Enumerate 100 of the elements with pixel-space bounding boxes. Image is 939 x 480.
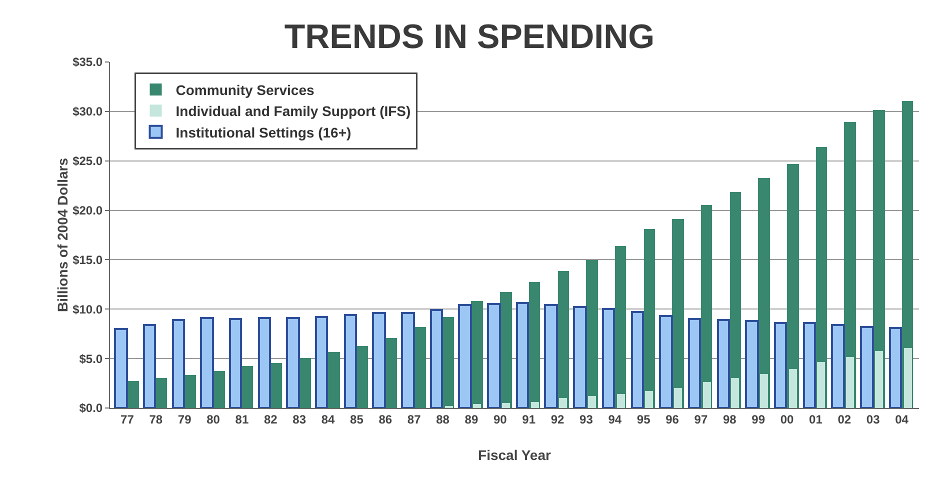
x-tick-label: 95 bbox=[636, 412, 651, 426]
y-tick-label: $25.0 bbox=[72, 154, 103, 168]
x-tick-label: 00 bbox=[780, 412, 794, 426]
bar bbox=[817, 362, 825, 408]
x-tick-label: 97 bbox=[694, 412, 708, 426]
bar bbox=[487, 303, 501, 408]
x-tick-label: 79 bbox=[178, 412, 192, 426]
bar bbox=[401, 312, 415, 408]
bar bbox=[344, 314, 357, 408]
x-tick-label: 86 bbox=[378, 412, 392, 426]
bar bbox=[385, 338, 397, 408]
y-tick-label: $15.0 bbox=[72, 252, 103, 267]
bar bbox=[645, 391, 653, 408]
x-tick-label: 03 bbox=[866, 412, 880, 426]
bar bbox=[731, 378, 739, 408]
bar bbox=[516, 302, 529, 408]
x-tick-label: 96 bbox=[666, 412, 680, 426]
x-tick-label: 83 bbox=[292, 412, 306, 426]
y-tick-label: $20.0 bbox=[72, 203, 103, 218]
bar bbox=[831, 324, 845, 408]
bar bbox=[573, 306, 587, 408]
x-tick-label: 84 bbox=[321, 412, 336, 426]
x-axis-title: Fiscal Year bbox=[478, 447, 552, 463]
bar bbox=[430, 309, 443, 408]
bar bbox=[860, 326, 874, 408]
x-tick-label: 02 bbox=[838, 412, 852, 426]
bar bbox=[156, 378, 167, 408]
bar bbox=[758, 178, 770, 408]
bar bbox=[672, 219, 684, 408]
bar bbox=[703, 382, 711, 408]
bar bbox=[127, 381, 139, 408]
bar bbox=[443, 317, 454, 408]
bar bbox=[473, 404, 481, 408]
bar bbox=[200, 317, 214, 408]
bar bbox=[357, 346, 368, 408]
x-tick-label: 88 bbox=[436, 412, 450, 426]
x-tick-label: 98 bbox=[722, 412, 737, 426]
y-tick-label: $35.0 bbox=[72, 55, 103, 70]
x-tick-label: 99 bbox=[752, 412, 766, 426]
x-tick-label: 94 bbox=[608, 412, 622, 426]
bar bbox=[889, 327, 902, 408]
chart-title: TRENDS IN SPENDING bbox=[284, 18, 655, 56]
bar bbox=[688, 318, 701, 408]
legend-label: Institutional Settings (16+) bbox=[176, 124, 352, 140]
bar bbox=[615, 246, 626, 408]
bar bbox=[328, 352, 340, 408]
bar bbox=[774, 322, 787, 408]
x-tick-label: 77 bbox=[120, 412, 134, 426]
bar bbox=[717, 319, 730, 408]
x-tick-label: 90 bbox=[493, 412, 508, 426]
bar bbox=[602, 308, 615, 408]
bar bbox=[414, 327, 426, 408]
bar bbox=[586, 260, 598, 408]
bar bbox=[617, 394, 625, 408]
x-tick-label: 91 bbox=[522, 412, 536, 426]
bar bbox=[258, 317, 271, 408]
bar bbox=[558, 271, 569, 408]
bar bbox=[745, 320, 759, 408]
bar bbox=[458, 304, 472, 408]
x-tick-label: 04 bbox=[895, 412, 909, 426]
bar bbox=[529, 282, 540, 408]
x-tick-label: 93 bbox=[580, 412, 594, 426]
y-tick-label: $5.0 bbox=[79, 352, 103, 366]
bar bbox=[502, 403, 510, 408]
bar bbox=[701, 205, 712, 408]
legend-label: Community Services bbox=[176, 82, 314, 98]
y-tick-label: $0.0 bbox=[79, 401, 103, 416]
y-tick-label: $10.0 bbox=[72, 302, 103, 316]
bar bbox=[904, 348, 912, 408]
bar bbox=[286, 317, 300, 408]
bar bbox=[875, 351, 883, 408]
bar bbox=[803, 322, 816, 408]
x-tick-label: 80 bbox=[206, 412, 220, 426]
bar bbox=[471, 301, 483, 408]
bar bbox=[372, 312, 386, 408]
x-tick-label: 85 bbox=[350, 412, 364, 426]
bar bbox=[185, 375, 196, 408]
bar bbox=[789, 369, 797, 408]
x-tick-label: 81 bbox=[235, 412, 249, 426]
bar bbox=[588, 396, 596, 408]
bar bbox=[114, 328, 128, 408]
bar bbox=[229, 318, 242, 408]
legend-label: Individual and Family Support (IFS) bbox=[176, 103, 411, 120]
x-tick-label: 92 bbox=[550, 412, 565, 426]
bar bbox=[631, 311, 644, 408]
bar bbox=[172, 319, 185, 408]
bar bbox=[213, 371, 225, 408]
bar bbox=[500, 292, 512, 408]
bar bbox=[143, 324, 156, 408]
bar bbox=[644, 229, 655, 408]
bar bbox=[760, 374, 768, 408]
bar bbox=[315, 316, 328, 408]
x-tick-label: 87 bbox=[407, 412, 422, 426]
bar bbox=[531, 402, 539, 408]
bar bbox=[242, 366, 253, 408]
x-tick-label: 89 bbox=[464, 412, 478, 426]
x-tick-label: 78 bbox=[149, 412, 163, 426]
bar bbox=[846, 357, 854, 408]
y-tick-label: $30.0 bbox=[72, 104, 103, 119]
bar bbox=[674, 388, 682, 408]
